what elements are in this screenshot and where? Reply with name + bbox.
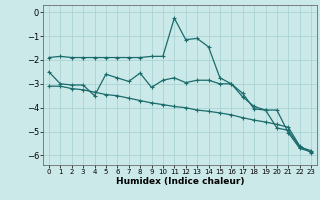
X-axis label: Humidex (Indice chaleur): Humidex (Indice chaleur)	[116, 177, 244, 186]
